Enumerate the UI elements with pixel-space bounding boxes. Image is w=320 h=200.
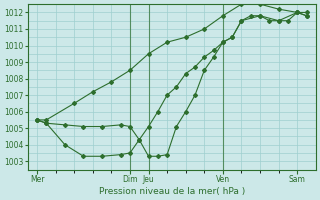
X-axis label: Pression niveau de la mer( hPa ): Pression niveau de la mer( hPa ): [99, 187, 245, 196]
